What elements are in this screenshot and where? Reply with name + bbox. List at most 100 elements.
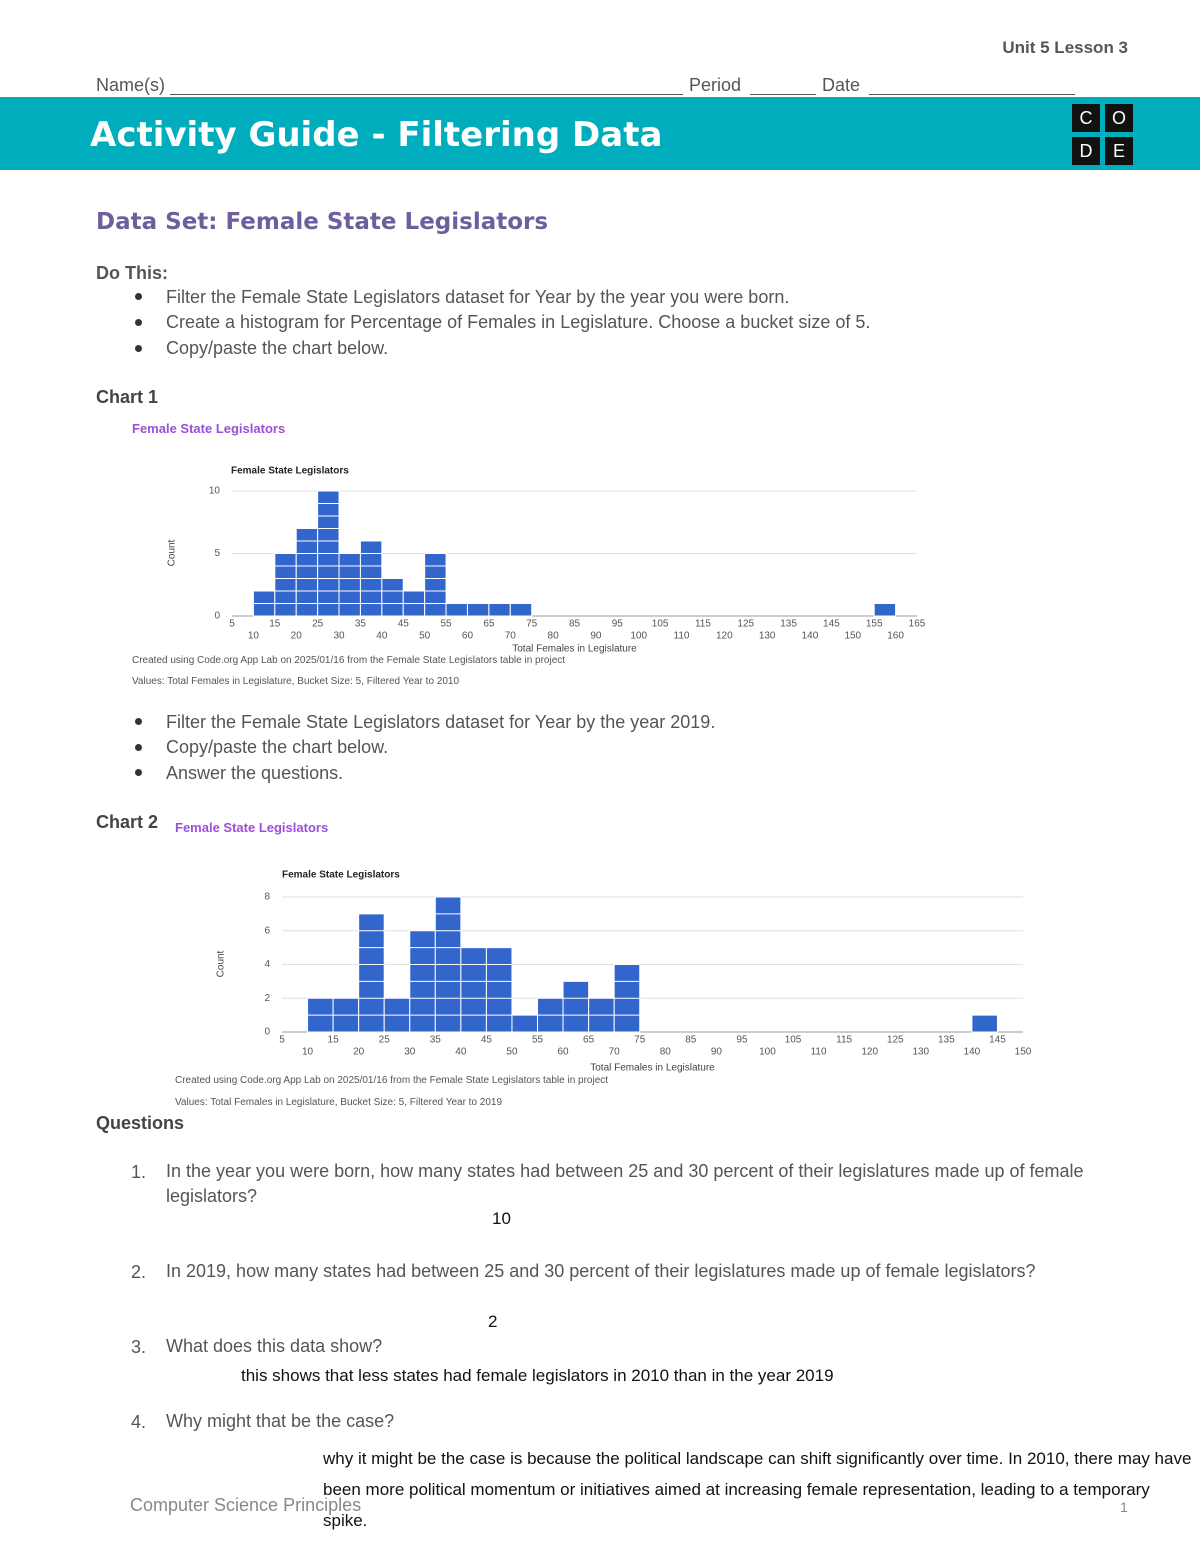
x-tick-label: 35 <box>355 619 367 630</box>
bar <box>485 947 513 1033</box>
x-tick-label: 150 <box>844 631 861 642</box>
y-tick-label: 5 <box>214 548 220 559</box>
unit-label: Unit 5 Lesson 3 <box>1002 38 1128 57</box>
x-tick-label: 45 <box>398 619 410 630</box>
bar <box>358 913 385 1033</box>
logo-letter: O <box>1105 104 1133 132</box>
x-tick-label: 85 <box>685 1035 697 1046</box>
x-tick-label: 140 <box>964 1047 981 1058</box>
x-tick-label: 65 <box>583 1035 595 1046</box>
x-tick-label: 145 <box>823 619 840 630</box>
app-title: Female State Legislators <box>132 421 286 436</box>
question: In the year you were born, how many stat… <box>166 1161 1084 1206</box>
do-this-heading: Do This: <box>96 263 168 283</box>
name-line <box>170 94 683 95</box>
step: Copy/paste the chart below. <box>166 737 389 757</box>
bar <box>873 603 897 617</box>
bar <box>466 603 490 617</box>
x-tick-label: 135 <box>780 619 797 630</box>
bar <box>381 578 404 617</box>
x-tick-label: 165 <box>909 619 926 630</box>
x-tick-label: 75 <box>634 1035 646 1046</box>
y-tick-label: 10 <box>209 486 221 497</box>
x-tick-label: 5 <box>279 1035 285 1046</box>
x-tick-label: 80 <box>660 1047 672 1058</box>
question: Why might that be the case? <box>166 1411 395 1431</box>
step: Filter the Female State Legislators data… <box>166 712 716 732</box>
answer: 2 <box>488 1312 498 1331</box>
x-tick-label: 160 <box>887 631 904 642</box>
question: What does this data show? <box>166 1336 383 1356</box>
bullet <box>135 345 142 352</box>
step: Filter the Female State Legislators data… <box>166 287 790 307</box>
bar <box>460 947 487 1033</box>
x-tick-label: 55 <box>441 619 453 630</box>
x-tick-label: 40 <box>376 631 388 642</box>
x-tick-label: 140 <box>802 631 819 642</box>
bullet <box>135 319 142 326</box>
x-tick-label: 50 <box>419 631 431 642</box>
question-number: 2. <box>131 1262 147 1282</box>
logo-letter: E <box>1105 137 1133 165</box>
x-tick-label: 115 <box>836 1035 852 1046</box>
x-tick-label: 65 <box>483 619 495 630</box>
question-number: 1. <box>131 1162 147 1182</box>
step: Answer the questions. <box>166 763 344 783</box>
x-tick-label: 155 <box>866 619 883 630</box>
x-tick-label: 60 <box>558 1047 570 1058</box>
x-tick-label: 135 <box>938 1035 955 1046</box>
x-tick-label: 100 <box>759 1047 776 1058</box>
x-tick-label: 55 <box>532 1035 544 1046</box>
x-tick-label: 85 <box>569 619 581 630</box>
chart-title: Female State Legislators <box>282 870 400 881</box>
bar <box>511 1014 539 1033</box>
questions-heading: Questions <box>96 1113 185 1133</box>
x-tick-label: 35 <box>430 1035 442 1046</box>
x-tick-label: 125 <box>887 1035 904 1046</box>
x-tick-label: 15 <box>328 1035 340 1046</box>
bar <box>562 980 590 1033</box>
name-label: Name(s) <box>96 75 166 95</box>
x-tick-label: 25 <box>379 1035 391 1046</box>
x-tick-label: 70 <box>505 631 517 642</box>
x-tick-label: 110 <box>674 631 690 642</box>
bullet <box>135 718 142 725</box>
y-tick-label: 4 <box>264 959 270 970</box>
bullet <box>135 293 142 300</box>
y-axis-label: Count <box>167 539 178 566</box>
x-tick-label: 130 <box>912 1047 929 1058</box>
x-tick-label: 125 <box>737 619 754 630</box>
y-tick-label: 2 <box>264 993 270 1004</box>
x-tick-label: 90 <box>711 1047 723 1058</box>
chart-note: Created using Code.org App Lab on 2025/0… <box>175 1075 609 1086</box>
chart-note: Values: Total Females in Legislature, Bu… <box>132 676 460 687</box>
x-tick-label: 20 <box>291 631 303 642</box>
bar <box>445 603 468 617</box>
date-line <box>869 94 1075 95</box>
footer-course: Computer Science Principles <box>130 1495 362 1515</box>
step: Create a histogram for Percentage of Fem… <box>166 312 871 332</box>
y-tick-label: 0 <box>214 611 220 622</box>
x-tick-label: 105 <box>652 619 669 630</box>
logo-letter: C <box>1072 104 1100 132</box>
x-tick-label: 50 <box>506 1047 518 1058</box>
x-tick-label: 15 <box>269 619 281 630</box>
bar <box>509 603 533 617</box>
x-tick-label: 30 <box>333 631 345 642</box>
chart-note: Values: Total Females in Legislature, Bu… <box>175 1097 503 1108</box>
x-tick-label: 75 <box>526 619 538 630</box>
y-tick-label: 0 <box>264 1027 270 1038</box>
title-band <box>0 97 1200 170</box>
question-number: 3. <box>131 1337 147 1357</box>
x-tick-label: 10 <box>302 1047 314 1058</box>
x-tick-label: 80 <box>548 631 560 642</box>
answer: why it might be the case is because the … <box>323 1449 1192 1530</box>
y-axis-label: Count <box>216 950 227 977</box>
x-tick-label: 20 <box>353 1047 365 1058</box>
x-axis-label: Total Females in Legislature <box>512 644 637 655</box>
y-tick-label: 8 <box>264 892 270 903</box>
x-axis-label: Total Females in Legislature <box>590 1063 715 1074</box>
question-number: 4. <box>131 1412 147 1432</box>
